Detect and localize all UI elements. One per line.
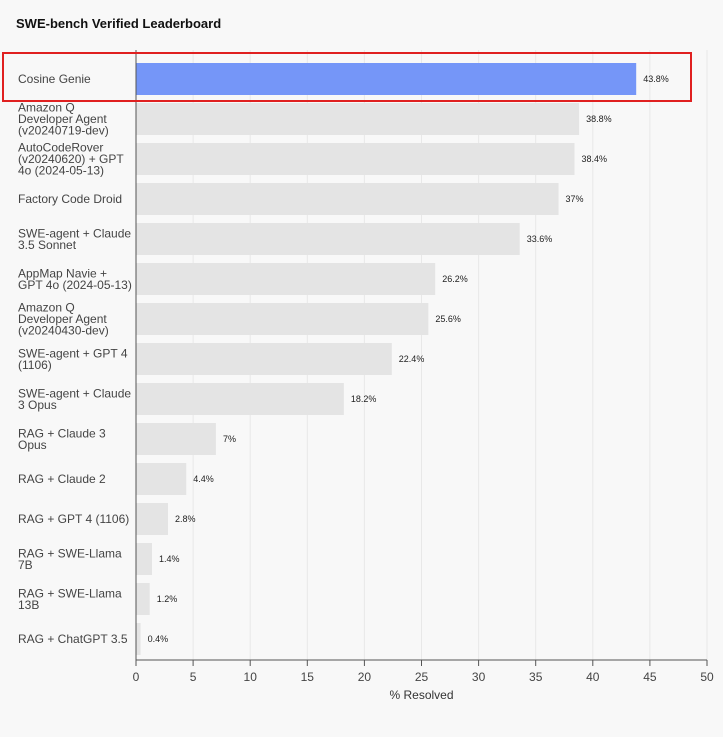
category-label-9: RAG + Claude 3 Opus bbox=[18, 426, 106, 452]
bar-14 bbox=[136, 623, 141, 655]
bar-8 bbox=[136, 383, 344, 415]
bar-7 bbox=[136, 343, 392, 375]
x-tick-label-0: 0 bbox=[133, 670, 140, 684]
value-label-5: 26.2% bbox=[442, 274, 468, 284]
bar-10 bbox=[136, 463, 187, 495]
bar-0 bbox=[136, 63, 637, 95]
category-label-6: Amazon Q Developer Agent (v20240430-dev) bbox=[18, 301, 109, 338]
bar-1 bbox=[136, 103, 580, 135]
category-label-0: Cosine Genie bbox=[18, 72, 91, 86]
x-tick-label-3: 15 bbox=[301, 670, 315, 684]
bar-5 bbox=[136, 263, 436, 295]
value-label-0: 43.8% bbox=[643, 74, 669, 84]
category-label-7: SWE-agent + GPT 4 (1106) bbox=[18, 346, 128, 372]
category-label-8: SWE-agent + Claude 3 Opus bbox=[18, 386, 131, 412]
x-tick-label-1: 5 bbox=[190, 670, 197, 684]
value-label-8: 18.2% bbox=[351, 394, 377, 404]
bar-12 bbox=[136, 543, 152, 575]
value-label-6: 25.6% bbox=[435, 314, 461, 324]
value-label-2: 38.4% bbox=[582, 154, 608, 164]
category-label-13: RAG + SWE-Llama 13B bbox=[18, 586, 122, 612]
value-label-10: 4.4% bbox=[193, 474, 214, 484]
value-label-13: 1.2% bbox=[157, 594, 178, 604]
bar-9 bbox=[136, 423, 216, 455]
bar-11 bbox=[136, 503, 168, 535]
x-tick-label-9: 45 bbox=[643, 670, 657, 684]
value-label-3: 37% bbox=[566, 194, 584, 204]
category-label-2: AutoCodeRover (v20240620) + GPT 4o (2024-0… bbox=[18, 141, 124, 178]
x-tick-label-10: 50 bbox=[700, 670, 714, 684]
highlight-box bbox=[2, 52, 692, 102]
bar-4 bbox=[136, 223, 520, 255]
bar-3 bbox=[136, 183, 559, 215]
x-tick-label-8: 40 bbox=[586, 670, 600, 684]
x-tick-label-7: 35 bbox=[529, 670, 543, 684]
category-label-4: SWE-agent + Claude 3.5 Sonnet bbox=[18, 226, 131, 252]
value-label-7: 22.4% bbox=[399, 354, 425, 364]
category-label-11: RAG + GPT 4 (1106) bbox=[18, 512, 129, 526]
value-label-9: 7% bbox=[223, 434, 236, 444]
category-label-12: RAG + SWE-Llama 7B bbox=[18, 546, 122, 572]
category-label-14: RAG + ChatGPT 3.5 bbox=[18, 632, 128, 646]
bar-13 bbox=[136, 583, 150, 615]
value-label-4: 33.6% bbox=[527, 234, 553, 244]
value-label-14: 0.4% bbox=[148, 634, 169, 644]
bar-2 bbox=[136, 143, 575, 175]
x-tick-label-2: 10 bbox=[244, 670, 258, 684]
category-label-5: AppMap Navie + GPT 4o (2024-05-13) bbox=[18, 266, 132, 292]
bar-6 bbox=[136, 303, 429, 335]
category-label-1: Amazon Q Developer Agent (v20240719-dev) bbox=[18, 101, 109, 138]
category-label-10: RAG + Claude 2 bbox=[18, 472, 106, 486]
value-label-11: 2.8% bbox=[175, 514, 196, 524]
x-tick-label-5: 25 bbox=[415, 670, 429, 684]
category-label-3: Factory Code Droid bbox=[18, 192, 122, 206]
x-axis-title: % Resolved bbox=[389, 688, 453, 702]
value-label-1: 38.8% bbox=[586, 114, 612, 124]
value-label-12: 1.4% bbox=[159, 554, 180, 564]
x-tick-label-4: 20 bbox=[358, 670, 372, 684]
chart-title: SWE-bench Verified Leaderboard bbox=[16, 16, 222, 31]
x-tick-label-6: 30 bbox=[472, 670, 486, 684]
